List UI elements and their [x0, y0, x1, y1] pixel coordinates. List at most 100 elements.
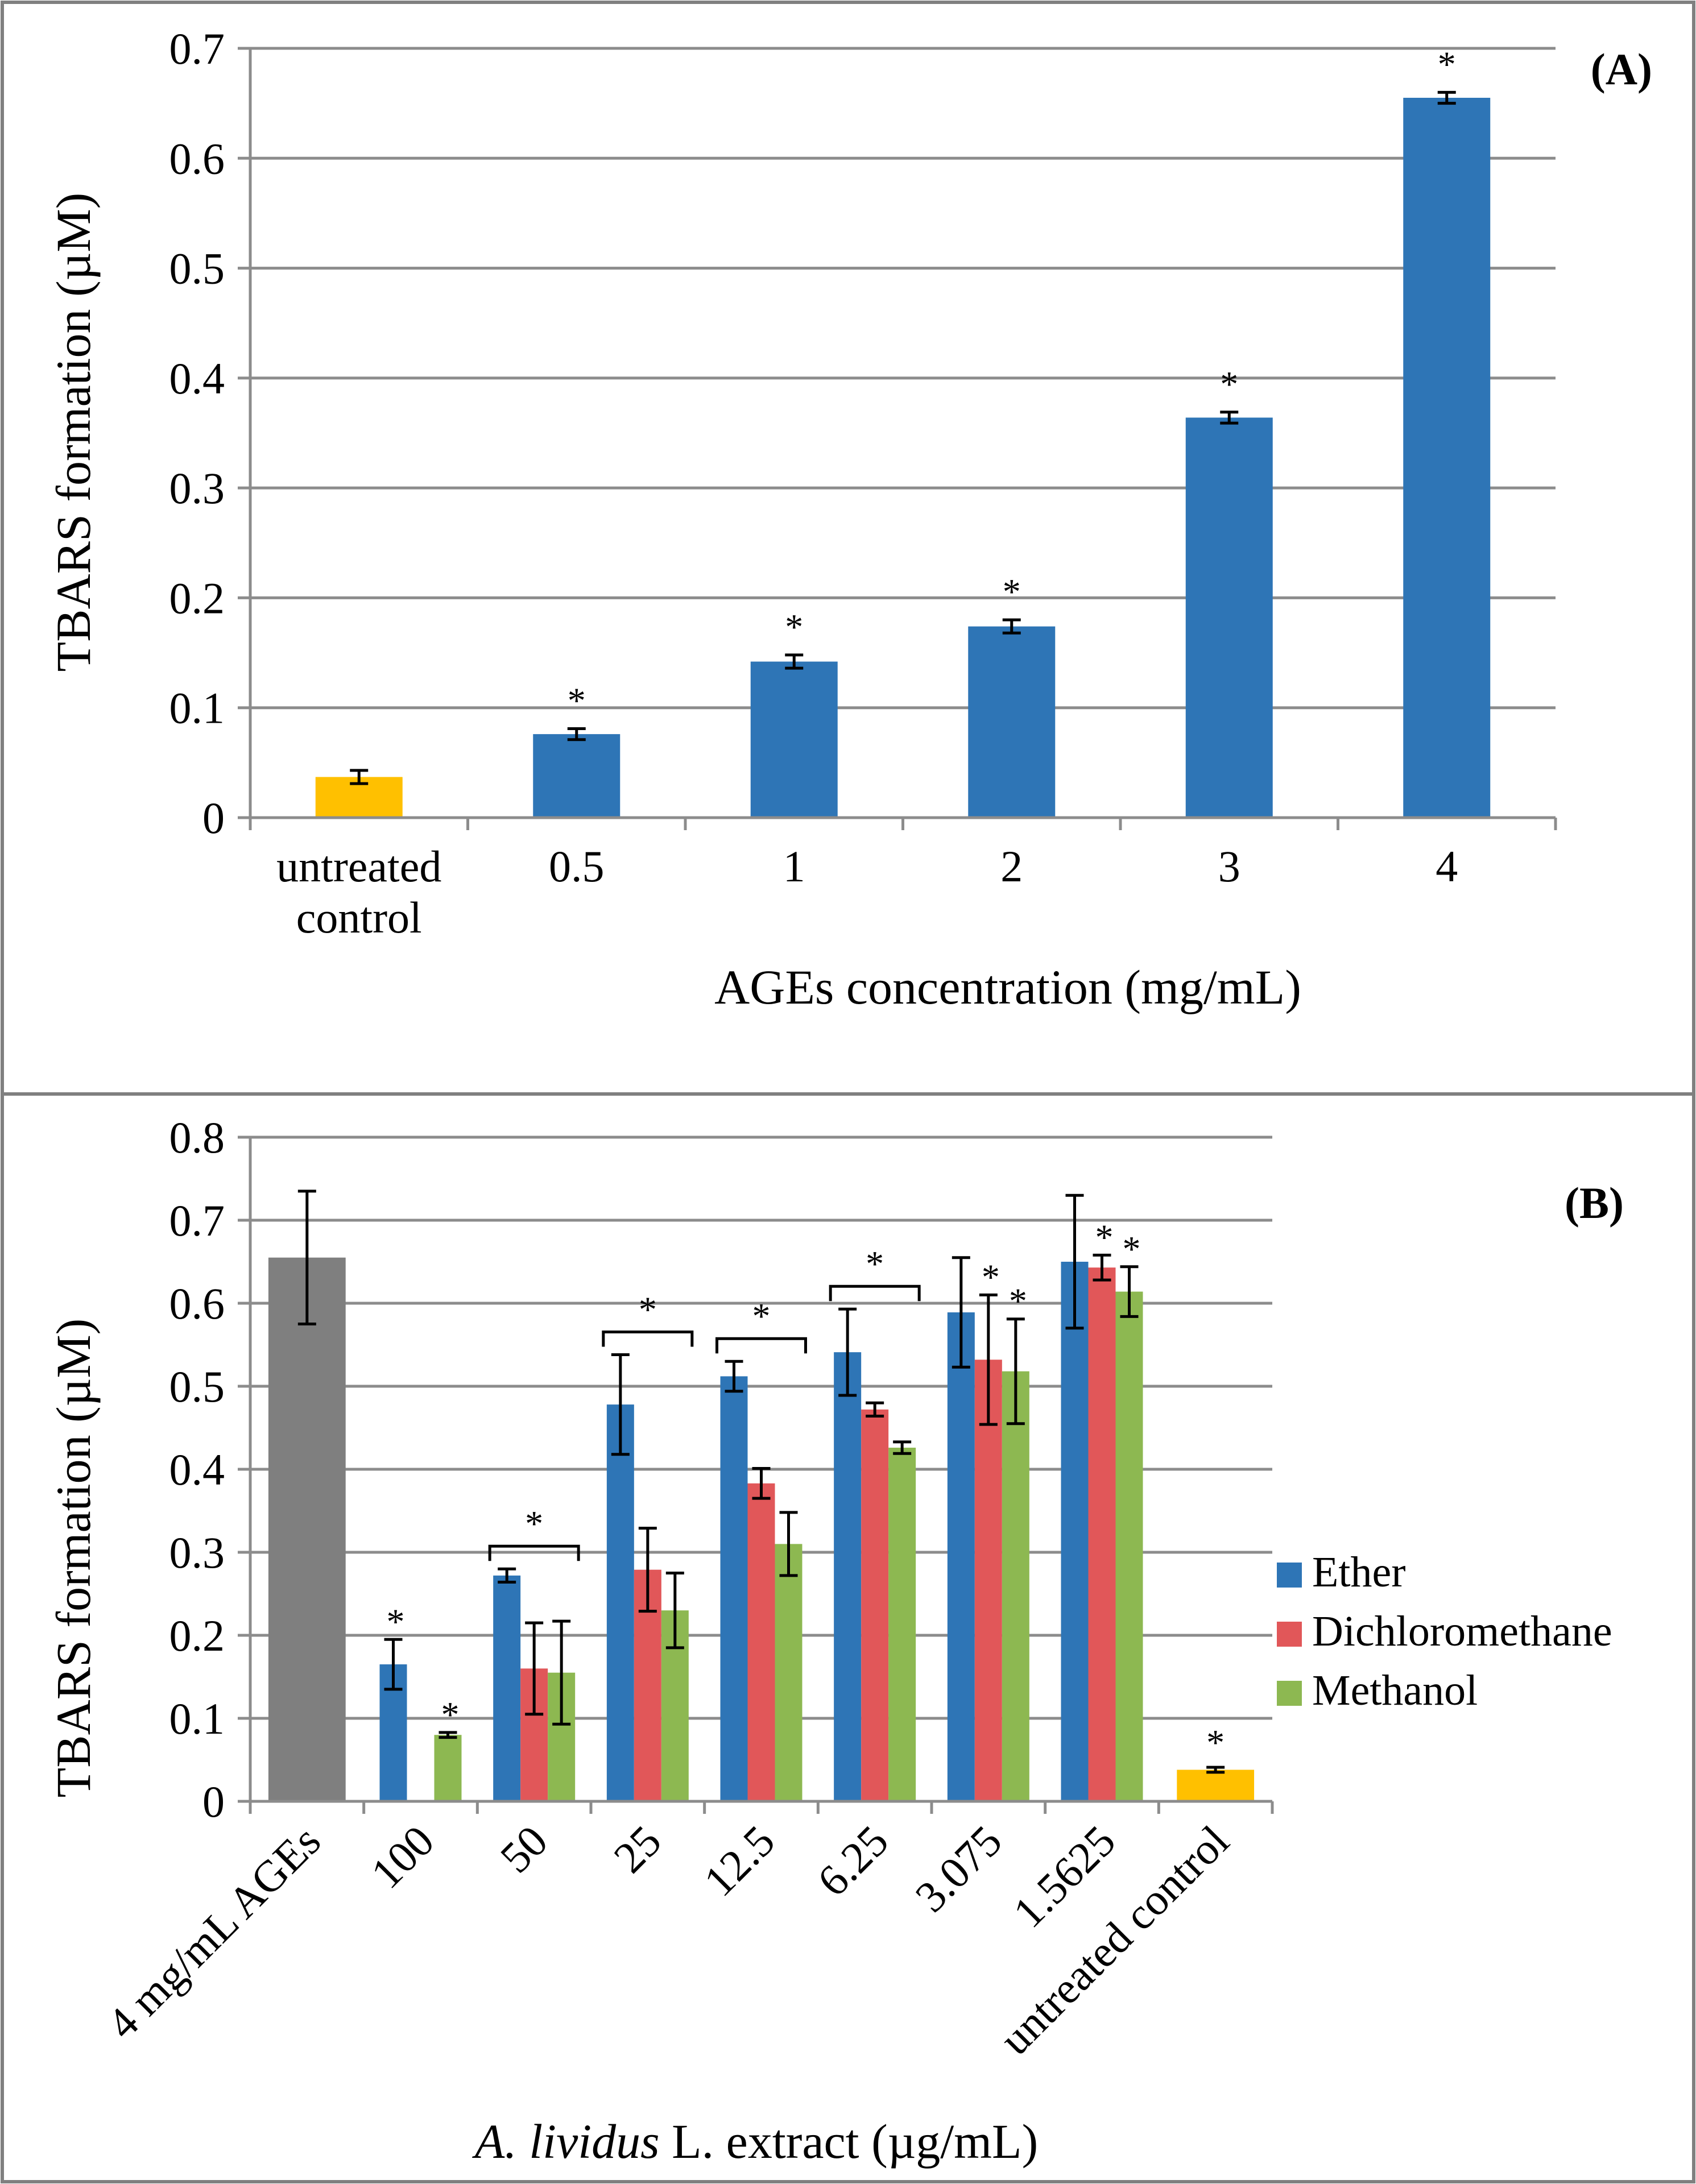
panel-b-frame — [1, 1092, 1695, 2183]
bar-dichloromethane — [974, 1360, 1002, 1801]
significance-mark: * — [752, 1296, 771, 1336]
error-bar — [1206, 1766, 1225, 1774]
bar — [533, 734, 621, 818]
significance-mark: * — [1220, 364, 1238, 404]
legend-swatch — [1277, 1681, 1302, 1706]
panel-a-label: (A) — [1591, 44, 1652, 94]
error-bar — [1120, 1265, 1139, 1318]
y-tick-label: 0.6 — [169, 134, 225, 183]
significance-mark: * — [1206, 1722, 1225, 1763]
bar-ether — [720, 1376, 748, 1801]
control-bar — [1177, 1769, 1255, 1801]
significance-mark: * — [1123, 1229, 1141, 1269]
error-bar — [752, 1467, 771, 1500]
bar — [750, 661, 838, 818]
error-bar — [552, 1619, 571, 1726]
y-tick-label: 0.4 — [169, 354, 225, 403]
significance-bracket — [602, 1331, 694, 1347]
error-bar — [1093, 1253, 1111, 1282]
error-bar — [350, 769, 369, 785]
bar-methanol — [1002, 1371, 1029, 1801]
bar-ether — [493, 1575, 521, 1801]
legend-swatch — [1277, 1622, 1302, 1647]
y-tick-label: 0 — [202, 793, 225, 843]
significance-bracket — [715, 1337, 807, 1354]
bar-methanol — [1115, 1291, 1143, 1801]
panel-b-x-axis-title-species: A. lividus — [472, 2114, 660, 2169]
significance-bracket — [488, 1544, 580, 1561]
x-tick-label: untreated — [276, 842, 441, 891]
significance-bracket — [829, 1284, 921, 1302]
error-bar — [638, 1527, 657, 1613]
significance-mark: * — [387, 1601, 405, 1642]
error-bar — [893, 1440, 912, 1455]
significance-mark: * — [639, 1290, 657, 1330]
x-tick-label: 2 — [1000, 842, 1023, 891]
bar — [1403, 97, 1491, 818]
significance-mark: * — [525, 1503, 543, 1544]
error-bar — [779, 1511, 798, 1577]
panel-b-x-axis-title-rest: L. extract (µg/mL) — [660, 2114, 1039, 2169]
bar — [968, 626, 1056, 818]
bar-methanol — [888, 1448, 916, 1801]
x-tick-label: 4 mg/mL AGEs — [97, 1816, 330, 2049]
x-tick-label: 4 — [1436, 842, 1458, 891]
bar-ether — [1061, 1262, 1089, 1801]
error-bar — [1065, 1193, 1084, 1330]
legend-swatch — [1277, 1563, 1302, 1588]
x-tick-label: 50 — [491, 1816, 557, 1883]
panel-b-label: (B) — [1565, 1178, 1624, 1228]
bar-ether — [834, 1352, 862, 1801]
error-bar — [297, 1190, 316, 1325]
panel-a-x-axis-title: AGEs concentration (mg/mL) — [714, 960, 1301, 1014]
error-bar — [665, 1572, 684, 1650]
panel-b-y-axis-title: TBARS formation (µM) — [46, 1319, 101, 1798]
x-tick-label: control — [296, 893, 422, 942]
error-bar — [1220, 411, 1239, 425]
y-tick-label: 0.5 — [169, 244, 225, 293]
y-tick-label: 0 — [202, 1777, 225, 1826]
x-tick-label: 1 — [783, 842, 805, 891]
significance-mark: * — [982, 1257, 1000, 1297]
y-tick-label: 0.3 — [169, 463, 225, 513]
panel-a-y-axis-title: TBARS formation (µM) — [46, 193, 101, 672]
x-tick-label: 12.5 — [694, 1816, 784, 1906]
bar-methanol — [434, 1735, 462, 1801]
error-bar — [725, 1360, 743, 1393]
x-tick-label: 3.075 — [905, 1816, 1011, 1922]
legend-label: Dichloromethane — [1312, 1607, 1612, 1655]
significance-mark: * — [441, 1694, 460, 1735]
y-tick-label: 0.6 — [169, 1279, 225, 1328]
error-bar — [952, 1256, 970, 1369]
error-bar — [525, 1621, 544, 1716]
error-bar — [567, 727, 586, 741]
error-bar — [785, 653, 804, 670]
bar-ether — [947, 1312, 975, 1801]
reference-bar — [268, 1257, 346, 1801]
error-bar — [1002, 618, 1021, 635]
significance-mark: * — [1095, 1217, 1114, 1257]
panel-a-chart: * * * * * 0 0.1 0.2 0.3 0.4 0.5 0.6 0.7 untreatedcon… — [46, 24, 1652, 1014]
y-tick-label: 0.4 — [169, 1445, 225, 1494]
panel-b-chart: ***** ** *** * 00.10.20.30.40.50.60.70.84 m… — [46, 1113, 1624, 2169]
panel-b-bars: ***** ** *** * — [268, 1190, 1255, 1801]
x-tick-label: 3 — [1218, 842, 1240, 891]
x-tick-label: 25 — [604, 1816, 671, 1883]
x-tick-label: 6.25 — [808, 1816, 897, 1906]
x-tick-label: 0.5 — [549, 842, 605, 891]
error-bar — [866, 1401, 884, 1418]
panel-a-bars: * * * * * — [315, 44, 1491, 818]
significance-mark: * — [1003, 571, 1021, 612]
y-tick-label: 0.7 — [169, 1196, 225, 1245]
bar — [1185, 417, 1273, 818]
error-bar — [611, 1353, 630, 1456]
y-tick-label: 0.1 — [169, 683, 225, 733]
error-bar — [1437, 90, 1456, 105]
significance-mark: * — [785, 607, 803, 647]
panel-a-gridlines — [250, 47, 1556, 710]
significance-mark: * — [1009, 1281, 1027, 1321]
error-bar — [498, 1567, 516, 1584]
bar-ether — [606, 1404, 634, 1801]
